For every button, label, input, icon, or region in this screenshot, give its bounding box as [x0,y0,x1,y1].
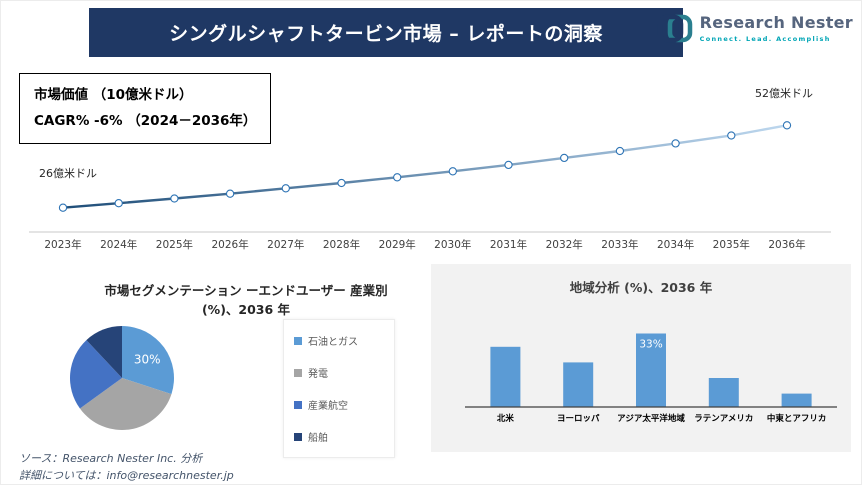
legend-swatch [294,432,302,441]
legend-label: 発電 [308,369,328,380]
source-note: ソース：Research Nester Inc. 分析 [19,452,203,465]
bar-data-label: 33% [639,339,662,351]
research-nester-logo: Research Nester Connect. Lead. Accomplis… [657,13,853,48]
bar [490,346,521,407]
legend-item: 発電 [294,365,384,380]
pie-data-label: 30% [134,353,161,367]
regional-analysis-bar-chart: 北米 ヨーロッパ アジア太平洋地域 33% ラテンアメリカ 中東とアフリカ [465,333,837,424]
x-tick-label: 2030年 [434,238,471,251]
bar [781,393,812,407]
data-point [727,131,736,140]
market-value-line [62,124,788,209]
market-value-line-chart: 2023年 2024年 2025年 2026年 2027年 2028年 2029年 2030年… [29,121,831,251]
bar-category-label: ヨーロッパ [557,413,600,424]
data-point [281,184,290,193]
bar-category-label: 中東とアフリカ [767,413,827,424]
data-point [560,153,569,163]
data-point [58,203,68,212]
logo-name: Research Nester [699,13,853,32]
bar-chart-title: 地域分析 (%)、2036 年 [569,280,713,295]
bar [563,362,594,407]
pie-slice [86,326,122,378]
legend-item: 石油とガス [294,333,384,348]
legend-label: 船舶 [308,433,328,444]
x-tick-label: 2026年 [211,238,248,251]
x-tick-label: 2024年 [100,238,137,251]
footer: ソース：Research Nester Inc. 分析 詳細については：info… [19,450,234,484]
pie-slice [69,340,122,409]
legend-swatch [294,368,302,377]
data-point [504,160,513,170]
x-tick-label: 2033年 [601,238,638,251]
regional-analysis-panel: 地域分析 (%)、2036 年 北米 ヨーロッパ アジア太平洋地域 33% ラテンアメリ… [431,264,851,452]
pie-legend: 石油とガス発電産業航空船舶 [283,319,395,458]
research-nester-logo-icon [657,13,693,48]
x-tick-label: 2027年 [267,238,304,251]
contact-note: 詳細については：info@researchnester.jp [19,469,234,483]
data-point [782,121,792,130]
data-point [170,194,179,203]
line-end-value-label: 52億米ドル [755,87,813,100]
data-point [671,139,680,148]
x-tick-label: 2028年 [323,238,360,251]
data-point [448,167,457,176]
legend-item: 船舶 [294,429,384,444]
x-tick-label: 2036年 [768,238,805,251]
data-point [114,199,123,208]
bar [708,378,739,407]
legend-label: 産業航空 [308,401,348,412]
x-tick-label: 2035年 [713,238,750,251]
segmentation-pie-chart: 30% [69,326,174,430]
data-point [393,173,402,182]
bar-category-label: アジア太平洋地域 [617,413,685,424]
x-tick-label: 2034年 [657,238,694,251]
pie-chart-title-line2: (%)、2036 年 [201,301,291,317]
legend-item: 産業航空 [294,397,384,412]
legend-swatch [294,400,302,409]
pie-chart-title-line1: 市場セグメンテーション ーエンドユーザー 産業別 [104,283,388,298]
x-tick-label: 2023年 [44,238,81,251]
bar-category-label: ラテンアメリカ [694,414,753,424]
data-point [337,178,346,188]
x-tick-label: 2032年 [546,238,583,251]
logo-text: Research Nester Connect. Lead. Accomplis… [700,13,853,43]
data-point [225,189,235,198]
x-tick-label: 2031年 [490,238,527,251]
line-start-value-label: 26億米ドル [39,167,97,180]
legend-label: 石油とガス [308,337,358,348]
x-tick-label: 2029年 [379,238,416,251]
data-point [615,146,625,156]
legend-swatch [294,336,302,345]
logo-tagline: Connect. Lead. Accomplish [699,35,831,43]
bar-category-label: 北米 [497,413,515,424]
title-banner: シングルシャフトタービン市場 – レポートの洞察 [89,8,683,57]
pie-slice [79,378,172,430]
market-info-box: 市場価値 （10億米ドル） CAGR% -6% （2024－2036年） [19,73,272,145]
market-value-label: 市場価値 （10億米ドル） [34,87,193,103]
x-tick-label: 2025年 [156,238,193,251]
bar [636,333,666,407]
page-title: シングルシャフトタービン市場 – レポートの洞察 [169,23,603,45]
cagr-label: CAGR% -6% （2024－2036年） [34,112,257,129]
pie-slice [122,326,174,395]
pie-chart-title: 市場セグメンテーション ーエンドユーザー 産業別 (%)、2036 年 [56,282,436,320]
